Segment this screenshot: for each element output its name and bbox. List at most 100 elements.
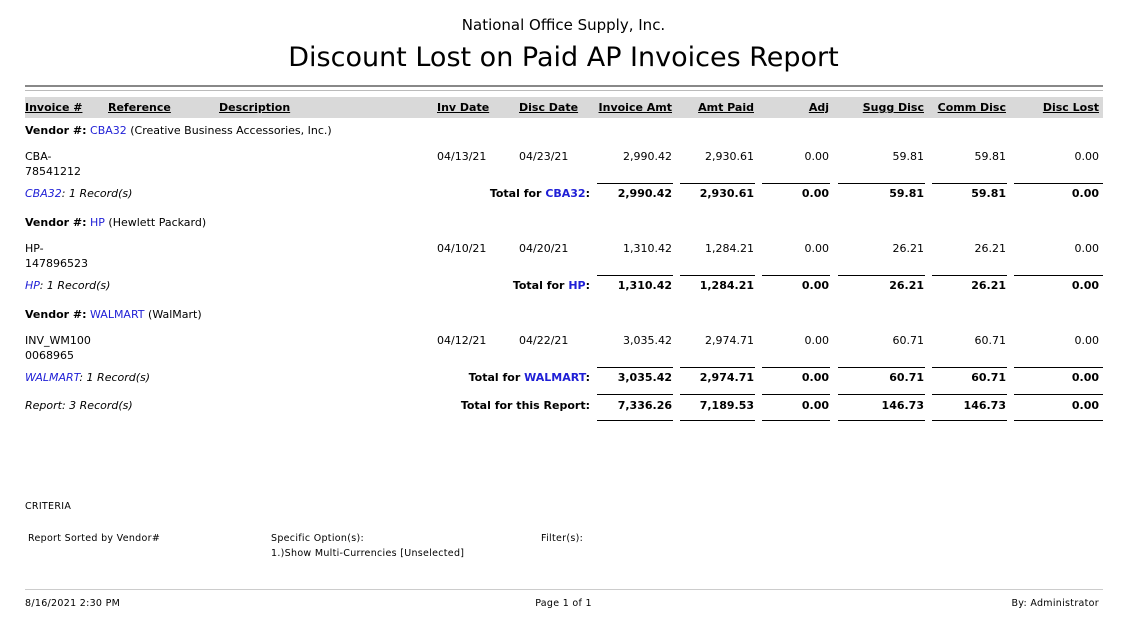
col-description[interactable]: Description xyxy=(219,101,291,114)
invoice-number-line1: INV_WM100 xyxy=(25,334,91,347)
col-comm-disc[interactable]: Comm Disc xyxy=(937,101,1006,114)
divider xyxy=(25,90,1103,91)
col-adj[interactable]: Adj xyxy=(808,101,829,114)
total-underline xyxy=(597,367,673,368)
sugg-disc-value: 26.21 xyxy=(892,242,925,255)
criteria-sorted: Report Sorted by Vendor# xyxy=(28,533,161,544)
col-disc-lost[interactable]: Disc Lost xyxy=(1042,101,1099,114)
total-underline xyxy=(597,394,673,395)
total-underline xyxy=(680,183,755,184)
inv-date: 04/10/21 xyxy=(437,242,487,255)
vendor-id-link[interactable]: HP xyxy=(25,279,40,292)
col-inv-date[interactable]: Inv Date xyxy=(437,101,490,114)
amt-paid-value: 2,974.71 xyxy=(705,334,754,347)
disc-date: 04/20/21 xyxy=(519,242,569,255)
total-underline xyxy=(762,394,830,395)
amt-paid-total: 2,930.61 xyxy=(699,187,754,200)
sugg-disc-report-total: 146.73 xyxy=(881,399,924,412)
vendor-id-link[interactable]: WALMART xyxy=(524,371,586,384)
amt-paid-value: 1,284.21 xyxy=(705,242,754,255)
invoice-number-line1: CBA- xyxy=(25,150,52,163)
total-underline xyxy=(680,275,755,276)
record-count: : 1 Record(s) xyxy=(61,187,133,200)
col-reference[interactable]: Reference xyxy=(108,101,171,114)
invoice-amt-report-total: 7,336.26 xyxy=(617,399,672,412)
invoice-amt-value: 2,990.42 xyxy=(623,150,672,163)
vendor-label: Vendor #: xyxy=(25,124,87,137)
vendor-name: (WalMart) xyxy=(148,308,202,321)
invoice-amt-total: 2,990.42 xyxy=(617,187,672,200)
total-underline xyxy=(680,394,755,395)
comm-disc-value: 26.21 xyxy=(974,242,1007,255)
adj-value: 0.00 xyxy=(804,150,830,163)
total-underline xyxy=(1014,183,1103,184)
disc-lost-total: 0.00 xyxy=(1071,371,1099,384)
vendor-id-link[interactable]: HP xyxy=(568,279,586,292)
vendor-record-count: HP: 1 Record(s) xyxy=(25,279,110,292)
vendor-record-count: CBA32: 1 Record(s) xyxy=(25,187,132,200)
total-underline xyxy=(932,183,1007,184)
inv-date: 04/13/21 xyxy=(437,150,487,163)
criteria-filters-label: Filter(s): xyxy=(541,533,584,544)
footer-datetime: 8/16/2021 2:30 PM xyxy=(25,598,121,609)
vendor-id-link[interactable]: CBA32 xyxy=(25,187,62,200)
total-underline xyxy=(1014,275,1103,276)
footer-divider xyxy=(25,589,1103,590)
col-disc-date[interactable]: Disc Date xyxy=(519,101,579,114)
total-underline xyxy=(597,275,673,276)
total-underline xyxy=(597,420,673,421)
total-underline xyxy=(838,394,925,395)
total-underline xyxy=(762,420,830,421)
disc-lost-value: 0.00 xyxy=(1074,150,1100,163)
comm-disc-total: 59.81 xyxy=(971,187,1006,200)
vendor-id-link[interactable]: WALMART xyxy=(25,371,80,384)
total-underline xyxy=(762,183,830,184)
report-total-label: Total for this Report: xyxy=(460,399,590,412)
total-underline xyxy=(932,420,1007,421)
vendor-header: Vendor #: CBA32 (Creative Business Acces… xyxy=(25,124,332,137)
amt-paid-total: 1,284.21 xyxy=(699,279,754,292)
invoice-amt-total: 1,310.42 xyxy=(617,279,672,292)
total-underline xyxy=(932,367,1007,368)
comm-disc-value: 59.81 xyxy=(974,150,1007,163)
total-underline xyxy=(932,394,1007,395)
vendor-total-label: Total for CBA32: xyxy=(489,187,590,200)
invoice-amt-total: 3,035.42 xyxy=(617,371,672,384)
total-for-label: Total for xyxy=(468,371,521,384)
sugg-disc-value: 60.71 xyxy=(892,334,925,347)
vendor-header: Vendor #: HP (Hewlett Packard) xyxy=(25,216,206,229)
vendor-id-link[interactable]: CBA32 xyxy=(545,187,586,200)
sugg-disc-value: 59.81 xyxy=(892,150,925,163)
total-underline xyxy=(597,183,673,184)
vendor-id-link[interactable]: HP xyxy=(90,216,105,229)
disc-date: 04/22/21 xyxy=(519,334,569,347)
disc-date: 04/23/21 xyxy=(519,150,569,163)
vendor-id-link[interactable]: WALMART xyxy=(90,308,145,321)
disc-lost-report-total: 0.00 xyxy=(1071,399,1099,412)
vendor-label: Vendor #: xyxy=(25,308,87,321)
invoice-number-line1: HP- xyxy=(25,242,44,255)
vendor-id-link[interactable]: CBA32 xyxy=(90,124,127,137)
amt-paid-report-total: 7,189.53 xyxy=(699,399,754,412)
invoice-amt-value: 3,035.42 xyxy=(623,334,672,347)
col-invoice-amt[interactable]: Invoice Amt xyxy=(598,101,672,114)
sugg-disc-total: 59.81 xyxy=(889,187,924,200)
criteria-option-1: 1.)Show Multi-Currencies [Unselected] xyxy=(271,548,465,559)
company-name: National Office Supply, Inc. xyxy=(461,16,666,34)
report-record-count: Report: 3 Record(s) xyxy=(25,399,133,412)
total-underline xyxy=(762,275,830,276)
disc-lost-total: 0.00 xyxy=(1071,279,1099,292)
comm-disc-value: 60.71 xyxy=(974,334,1007,347)
invoice-number-line2: 0068965 xyxy=(25,349,74,362)
col-invoice-no[interactable]: Invoice # xyxy=(25,101,83,114)
total-underline xyxy=(680,420,755,421)
divider xyxy=(25,85,1103,87)
column-header-band xyxy=(25,97,1103,118)
vendor-total-label: Total for HP: xyxy=(512,279,590,292)
col-amt-paid[interactable]: Amt Paid xyxy=(698,101,754,114)
vendor-record-count: WALMART: 1 Record(s) xyxy=(25,371,150,384)
col-sugg-disc[interactable]: Sugg Disc xyxy=(862,101,924,114)
criteria-heading: CRITERIA xyxy=(25,501,72,512)
total-underline xyxy=(838,420,925,421)
